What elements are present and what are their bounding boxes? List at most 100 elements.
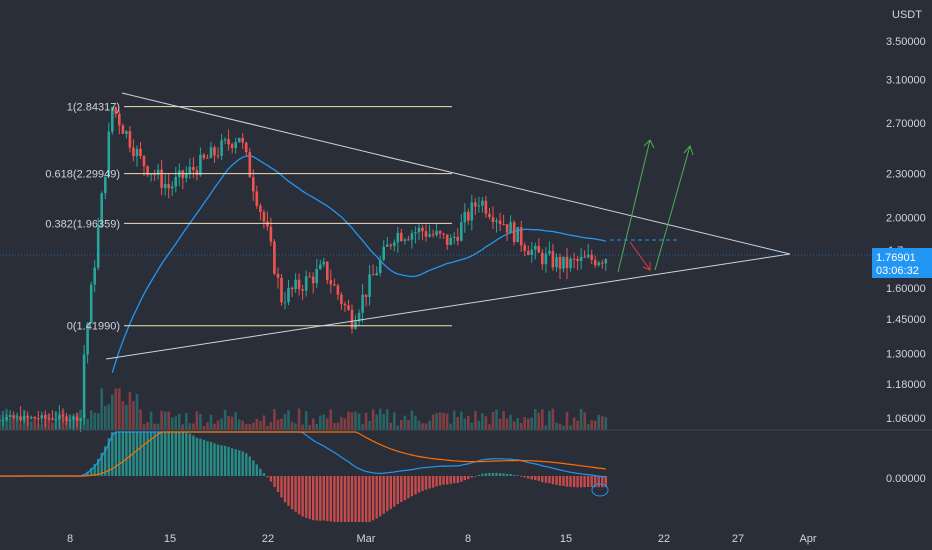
- volume-bar: [438, 412, 442, 430]
- down-arrow: [629, 241, 651, 271]
- macd-hist-bar: [357, 476, 361, 522]
- volume-bar: [354, 411, 357, 430]
- macd-hist-bar: [477, 474, 481, 476]
- candle-body: [209, 147, 213, 158]
- volume-bar: [403, 415, 407, 430]
- candle-body: [431, 234, 435, 236]
- fibonacci-levels[interactable]: 1(2.84317) 0.618(2.29949) 0.382(1.96359) 0(…: [45, 102, 452, 333]
- candle-body: [407, 239, 410, 241]
- candle-body: [467, 212, 470, 221]
- candle-body: [1, 419, 5, 421]
- macd-hist-bar: [220, 445, 223, 476]
- macd-hist-bar: [213, 443, 216, 476]
- volume-bar: [174, 416, 177, 430]
- candle-body: [460, 222, 463, 241]
- candle-body: [445, 234, 449, 245]
- time-tick-label: Mar: [357, 533, 376, 545]
- volume-bar: [223, 409, 227, 430]
- candle-body: [266, 221, 269, 227]
- lower-trendline[interactable]: [105, 253, 791, 360]
- volume-bar: [107, 404, 111, 430]
- fib-level-label: 1(2.84317): [67, 102, 120, 114]
- candle-body: [61, 415, 65, 417]
- candle-body: [527, 250, 530, 255]
- macd-hist-bar: [414, 476, 417, 495]
- volume-bar: [544, 425, 548, 430]
- volume-bar: [192, 423, 195, 430]
- candle-body: [548, 251, 551, 254]
- candle-body: [111, 107, 114, 132]
- candle-body: [484, 200, 488, 214]
- candle-body: [576, 259, 579, 261]
- volume-bar: [452, 410, 456, 430]
- macd-hist-bar: [294, 476, 297, 512]
- macd-hist-bar: [449, 476, 452, 484]
- candle-body: [89, 284, 93, 324]
- candle-body: [519, 227, 523, 246]
- upper-trendline[interactable]: [121, 92, 791, 255]
- volume-bar: [396, 425, 400, 430]
- volume-bar: [220, 418, 223, 430]
- price-axis[interactable]: USDT 3.50000 3.10000 2.70000 2.30000 2.00000…: [872, 9, 932, 485]
- macd-hist-bar: [90, 468, 93, 476]
- macd-hist-bar: [312, 476, 315, 521]
- up-arrow-2-head: [683, 145, 694, 156]
- volume-bar: [470, 422, 474, 430]
- candle-body: [121, 125, 125, 134]
- macd-hist-bar: [544, 476, 548, 483]
- macd-hist-bar: [322, 476, 325, 521]
- volume-bar: [290, 422, 294, 430]
- volume-bar: [597, 414, 601, 430]
- macd-hist-bar: [541, 476, 544, 483]
- candle-body: [495, 220, 498, 222]
- projection-arrows[interactable]: [610, 139, 694, 273]
- volume-bar: [252, 422, 255, 430]
- candle-body: [104, 176, 107, 194]
- volume-bar: [347, 411, 350, 430]
- macd-hist-bar: [111, 432, 114, 476]
- macd-hist-bar: [227, 446, 230, 476]
- candle-body: [583, 256, 586, 258]
- volume-bar: [181, 424, 185, 430]
- candle-body: [579, 256, 583, 262]
- candle-body: [410, 233, 414, 240]
- candle-body: [40, 415, 44, 419]
- volume-bar: [601, 416, 604, 430]
- volume-bar: [0, 415, 1, 430]
- macd-hist-bar: [128, 432, 132, 476]
- volume-bar: [287, 410, 290, 430]
- volume-bar: [132, 401, 135, 430]
- volume-bar: [336, 422, 340, 430]
- candle-body: [33, 417, 37, 419]
- volume-bar: [460, 411, 463, 430]
- candle-body: [96, 227, 100, 268]
- volume-bar: [234, 412, 237, 430]
- candle-body: [135, 148, 139, 157]
- volume-bar: [421, 423, 424, 430]
- volume-bar: [297, 408, 301, 430]
- volume-bar: [385, 409, 389, 430]
- price-axis-ticks: 3.50000 3.10000 2.70000 2.30000 2.00000 1.600…: [886, 36, 926, 425]
- volume-bar: [400, 419, 403, 430]
- macd-hist-bar: [297, 476, 301, 515]
- volume-bar: [364, 412, 368, 430]
- volume-bar: [15, 414, 19, 430]
- candle-body: [51, 418, 54, 420]
- candle-body: [558, 256, 562, 269]
- candle-body: [146, 166, 149, 175]
- time-axis[interactable]: 8 15 22 Mar 8 15 22 27 Apr: [67, 533, 817, 545]
- candle-body: [498, 220, 502, 224]
- macd-hist-bar: [505, 473, 509, 476]
- macd-hist-bar: [283, 476, 287, 503]
- candle-body: [378, 259, 382, 273]
- volume-bar: [178, 413, 181, 430]
- macd-hist-bar: [104, 446, 107, 476]
- candle-body: [75, 416, 79, 421]
- candle-body: [537, 246, 541, 253]
- candle-body: [301, 289, 304, 291]
- candle-body: [534, 246, 537, 250]
- volume-bar: [100, 388, 103, 430]
- macd-hist-bar: [209, 441, 213, 476]
- volume-bar: [572, 417, 576, 430]
